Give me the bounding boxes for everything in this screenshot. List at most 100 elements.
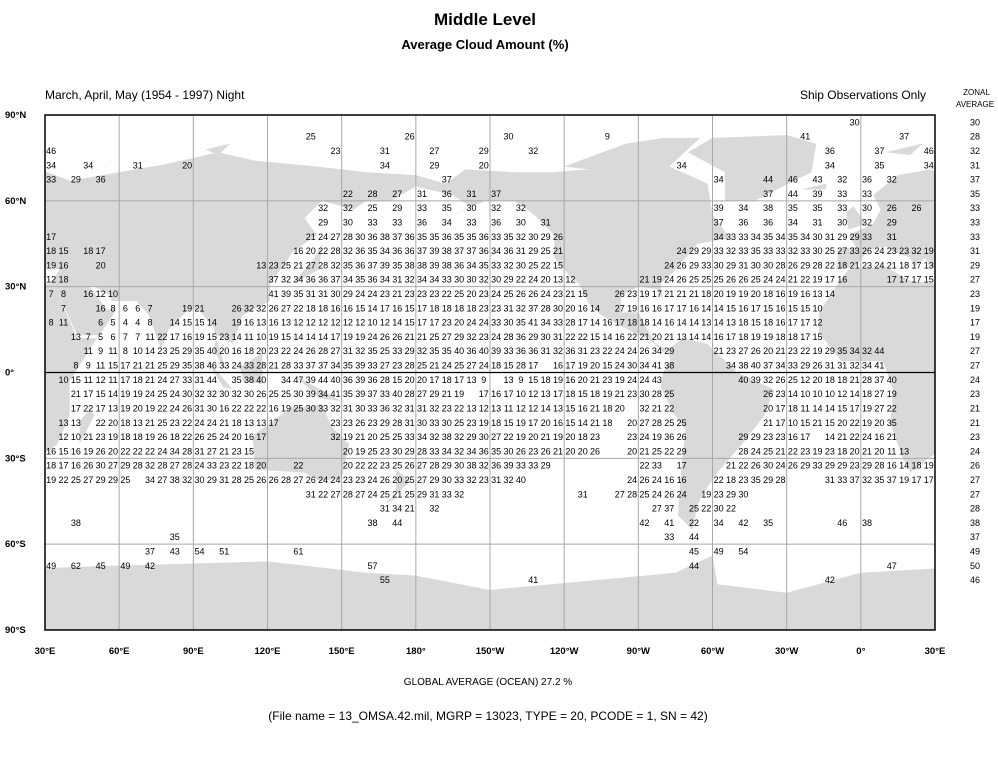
cell-value: 31 — [504, 303, 514, 313]
map-frame — [44, 114, 936, 631]
cell-value: 32 — [182, 475, 192, 485]
cell-value: 34 — [751, 232, 761, 242]
cell-value: 31 — [405, 403, 415, 413]
cell-value: 23 — [491, 303, 501, 313]
cell-value: 18 — [83, 246, 93, 256]
cell-value: 7 — [61, 303, 66, 313]
cell-value: 26 — [862, 246, 872, 256]
cell-value: 33 — [368, 217, 378, 227]
cell-value: 16 — [689, 303, 699, 313]
cell-value: 16 — [59, 260, 69, 270]
cell-value: 34 — [466, 260, 476, 270]
cell-value: 39 — [429, 260, 439, 270]
cell-value: 33 — [738, 246, 748, 256]
cell-value: 27 — [615, 303, 625, 313]
cell-value: 4 — [123, 318, 128, 328]
cell-value: 37 — [145, 547, 155, 557]
cell-value: 24 — [615, 361, 625, 371]
cell-value: 39 — [491, 346, 501, 356]
cell-value: 23 — [800, 446, 810, 456]
cell-value: 17 — [775, 403, 785, 413]
land-mass — [205, 358, 233, 390]
cell-value: 21 — [219, 418, 229, 428]
cell-value: 32 — [466, 332, 476, 342]
cell-value: 15 — [504, 361, 514, 371]
cell-value: 36 — [565, 346, 575, 356]
longitude-tick-label: 60°W — [701, 646, 724, 657]
cell-value: 18 — [565, 389, 575, 399]
cell-value: 16 — [788, 432, 798, 442]
cell-value: 16 — [392, 303, 402, 313]
cell-value: 8 — [148, 318, 153, 328]
cell-value: 43 — [652, 375, 662, 385]
cell-value: 32 — [862, 346, 872, 356]
cell-value: 37 — [442, 175, 452, 185]
cell-value: 34 — [825, 160, 835, 170]
cell-value: 33 — [207, 461, 217, 471]
cell-value: 32 — [862, 217, 872, 227]
cell-value: 24 — [751, 446, 761, 456]
cell-value: 35 — [429, 346, 439, 356]
cell-value: 21 — [862, 446, 872, 456]
cell-value: 22 — [157, 332, 167, 342]
cell-value: 36 — [516, 332, 526, 342]
cell-value: 14 — [590, 318, 600, 328]
cell-value: 10 — [368, 318, 378, 328]
cell-value: 34 — [392, 504, 402, 514]
land-mass — [79, 409, 95, 445]
cell-value: 30 — [96, 461, 106, 471]
cell-value: 34 — [775, 361, 785, 371]
cell-value: 38 — [664, 361, 674, 371]
cell-value: 25 — [652, 446, 662, 456]
cell-value: 39 — [281, 289, 291, 299]
cell-value: 22 — [145, 446, 155, 456]
cell-value: 26 — [751, 346, 761, 356]
cell-value: 32 — [392, 403, 402, 413]
cell-value: 27 — [491, 432, 501, 442]
cell-value: 30 — [442, 475, 452, 485]
cell-value: 38 — [466, 461, 476, 471]
cell-value: 15 — [565, 418, 575, 428]
cell-value: 28 — [182, 446, 192, 456]
cell-value: 26 — [269, 303, 279, 313]
cell-value: 26 — [553, 232, 563, 242]
cell-value: 13 — [59, 418, 69, 428]
cell-value: 16 — [293, 246, 303, 256]
cell-value: 29 — [392, 203, 402, 213]
cell-value: 17 — [615, 318, 625, 328]
cell-value: 10 — [108, 289, 118, 299]
cell-value: 33 — [392, 346, 402, 356]
cell-value: 23 — [775, 389, 785, 399]
cell-value: 13 — [466, 375, 476, 385]
cell-value: 20 — [108, 418, 118, 428]
cell-value: 18 — [862, 389, 872, 399]
cell-value: 38 — [442, 260, 452, 270]
cell-value: 25 — [380, 489, 390, 499]
zonal-average-value: 28 — [970, 132, 980, 142]
cell-value: 28 — [775, 475, 785, 485]
cell-value: 18 — [232, 418, 242, 428]
cell-value: 26 — [911, 203, 921, 213]
zonal-average-value: 21 — [970, 403, 980, 413]
cell-value: 34 — [83, 160, 93, 170]
cell-value: 17 — [677, 461, 687, 471]
cell-value: 16 — [578, 403, 588, 413]
cell-value: 28 — [417, 446, 427, 456]
cell-value: 9 — [605, 132, 610, 142]
cell-value: 34 — [417, 432, 427, 442]
cell-value: 32 — [504, 475, 514, 485]
cell-value: 26 — [392, 332, 402, 342]
cell-value: 15 — [528, 375, 538, 385]
zonal-average-value: 29 — [970, 260, 980, 270]
cell-value: 21 — [293, 260, 303, 270]
cell-value: 26 — [516, 446, 526, 456]
cell-value: 39 — [429, 246, 439, 256]
cell-value: 20 — [219, 346, 229, 356]
longitude-tick-label: 60°E — [109, 646, 130, 657]
cell-value: 19 — [813, 446, 823, 456]
cell-value: 24 — [874, 260, 884, 270]
cell-value: 17 — [170, 332, 180, 342]
cell-value: 12 — [59, 432, 69, 442]
cell-value: 18 — [788, 403, 798, 413]
cell-value: 24 — [368, 332, 378, 342]
